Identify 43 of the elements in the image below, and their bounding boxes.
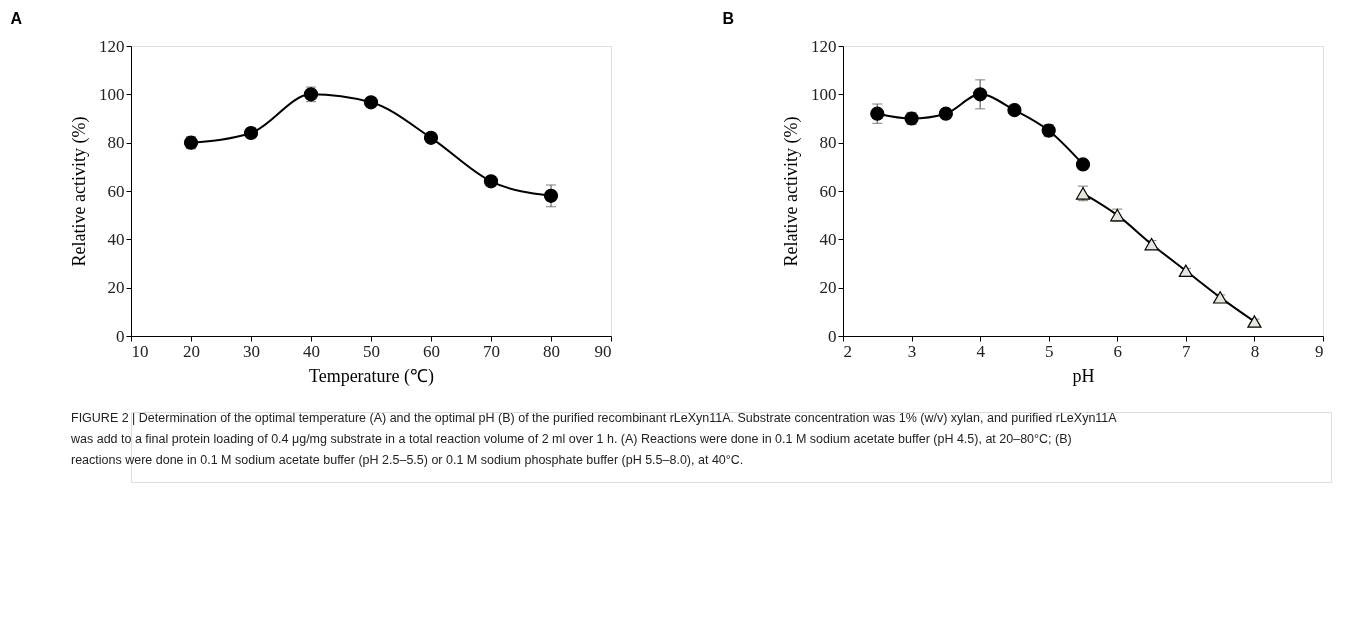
x-axis-title: pH: [1072, 365, 1095, 386]
x-tick-label: 6: [1113, 341, 1123, 361]
point: [1007, 102, 1022, 118]
x-tick-label: 7: [1182, 341, 1192, 361]
chart-title: B: [722, 10, 735, 27]
x-tick-label: 8: [1250, 341, 1260, 361]
x-tick-label: 20: [183, 341, 200, 361]
point: [1075, 157, 1091, 172]
y-tick-label: 80: [107, 133, 125, 153]
caption: FIGURE 2 | Determination of the optimal temperature (A) and the optimal pH (B) of the purified recombinant rLeXyn11A. Substrate concentration was 1% (w/v) xylan, and purified rLeXyn11A was add to a final protein loading of 0.4 μg/mg substrate in a total reaction volume of 2 ml over 1 h. (A) Reactions were done in 0.1 M sodium acetate buffer (pH 4.5), at 20–80°C; (B) reactions were done in 0.1 M sodium acetate buffer (pH 2.5–5.5) or 0.1 M sodium phosphate buffer (pH 5.5–8.0), at 40°C.: [70, 411, 1118, 467]
y-axis-title: Relative activity (%): [69, 116, 90, 267]
x-tick-label: 50: [363, 341, 380, 361]
chart-title: A: [10, 10, 23, 27]
y-tick-label: 20: [107, 278, 125, 298]
x-tick-label: 9: [1315, 341, 1324, 361]
y-tick-label: 100: [99, 84, 125, 104]
y-tick-label: 40: [107, 229, 125, 249]
x-tick-label: 90: [594, 341, 612, 361]
point: [1144, 237, 1159, 251]
y-tick-label: 60: [107, 181, 125, 201]
y-tick-label: 100: [811, 84, 837, 104]
y-tick-label: 0: [828, 326, 837, 346]
x-tick-label: 40: [303, 341, 320, 361]
y-tick-label: 20: [819, 278, 837, 298]
x-tick-label: 70: [483, 341, 500, 361]
y-tick-label: 80: [819, 133, 837, 153]
x-tick-label: 3: [907, 341, 917, 361]
x-tick-label: 5: [1044, 341, 1054, 361]
y-tick-label: 120: [99, 36, 125, 56]
y-tick-label: 60: [819, 181, 837, 201]
y-tick-label: 0: [116, 326, 125, 346]
y-tick-label: 120: [811, 36, 837, 56]
x-tick-label: 4: [976, 341, 986, 361]
x-tick-label: 60: [423, 341, 440, 361]
point: [938, 106, 953, 121]
y-axis-title: Relative activity (%): [781, 116, 802, 267]
x-tick-label: 80: [543, 341, 560, 361]
x-axis-title: Temperature (℃): [308, 365, 435, 387]
x-tick-label: 30: [243, 341, 260, 361]
x-tick-label: 2: [843, 341, 852, 361]
point: [973, 87, 988, 102]
x-tick-label: 10: [131, 341, 149, 361]
y-tick-label: 40: [819, 229, 837, 249]
